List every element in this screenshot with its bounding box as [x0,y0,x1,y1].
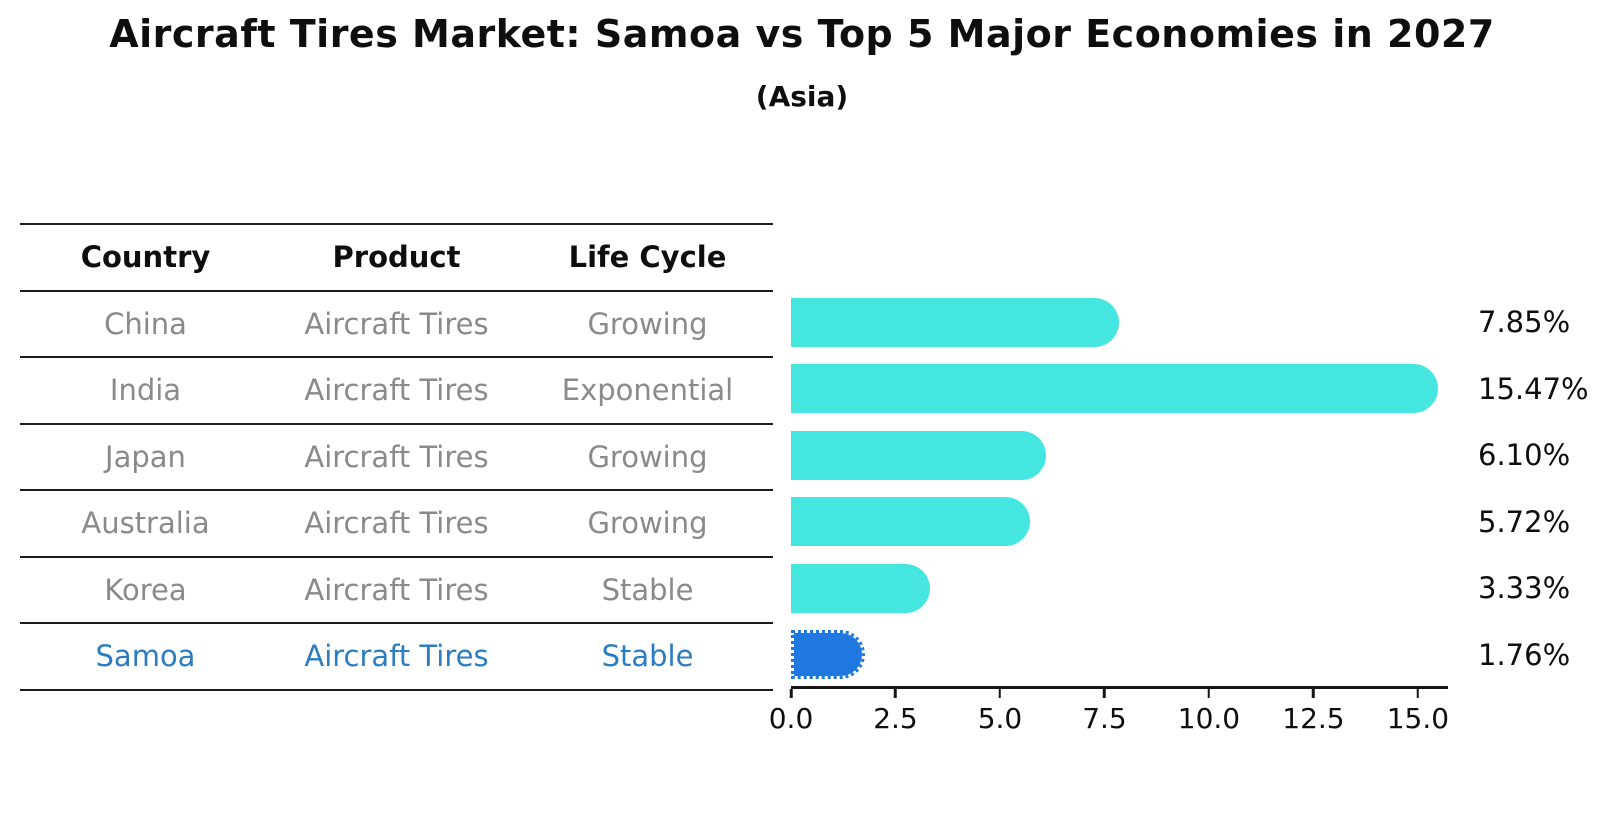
table-body: China Aircraft Tires Growing India Aircr… [20,292,773,691]
country-table: Country Product Life Cycle China Aircraf… [20,223,773,691]
value-label-australia: 5.72% [1478,504,1571,539]
chart-title: Aircraft Tires Market: Samoa vs Top 5 Ma… [109,12,1495,56]
bar-row [791,489,1448,556]
cell-country: India [109,373,182,408]
bar-samoa [791,630,865,680]
table-row: Australia Aircraft Tires Growing [20,491,773,558]
bar-row [791,289,1448,356]
table-header-country: Country [80,240,211,275]
cell-life-cycle: Growing [587,439,708,474]
cell-life-cycle: Growing [587,506,708,541]
bar-row [791,622,1448,689]
bar-plot: 0.0 2.5 5.0 7.5 10.0 12.5 15.0 [769,289,1449,735]
bar-korea [791,563,931,613]
cell-product: Aircraft Tires [304,306,489,341]
bar-australia [791,497,1031,547]
table-row: Samoa Aircraft Tires Stable [20,624,773,691]
x-axis-tick [998,688,1002,698]
chart-subtitle: (Asia) [755,80,849,113]
x-axis-tick-label: 12.5 [1282,701,1345,735]
table-row: Korea Aircraft Tires Stable [20,558,773,624]
value-label-india: 15.47% [1478,371,1589,406]
x-axis-tick [894,688,897,698]
table-header-life-cycle: Life Cycle [568,240,727,275]
table-header-row: Country Product Life Cycle [20,225,773,292]
bar-row [791,356,1448,423]
bar-india [791,364,1438,414]
cell-country: Japan [105,439,186,474]
value-labels: 7.85% 15.47% 6.10% 5.72% 3.33% 1.76% [1478,289,1604,689]
value-label-samoa: 1.76% [1478,637,1571,672]
table-row: Japan Aircraft Tires Growing [20,425,773,491]
cell-life-cycle: Growing [587,306,708,341]
cell-life-cycle: Stable [601,572,694,607]
x-axis-tick [789,688,793,698]
cell-country: China [104,306,187,341]
x-axis-tick-label: 0.0 [768,701,814,735]
value-label-japan: 6.10% [1478,438,1571,473]
x-axis-tick [1103,688,1106,698]
value-label-korea: 3.33% [1478,571,1571,606]
x-axis-tick-label: 10.0 [1177,701,1241,735]
cell-product: Aircraft Tires [304,439,489,474]
bar-china [791,297,1120,347]
cell-country: Korea [104,572,187,607]
cell-life-cycle: Exponential [561,373,734,408]
bar-japan [791,430,1046,480]
table-row: India Aircraft Tires Exponential [20,358,773,425]
table-row: China Aircraft Tires Growing [20,292,773,358]
x-axis-tick [1207,688,1211,698]
cell-life-cycle: Stable [601,639,694,674]
x-axis-tick-label: 15.0 [1386,701,1450,735]
table-header-product: Product [332,240,461,275]
x-axis-tick-label: 7.5 [1082,701,1127,735]
x-axis-tick-label: 5.0 [977,701,1023,735]
x-axis-tick [1416,688,1420,698]
bar-row [791,555,1448,622]
cell-country: Australia [81,506,210,541]
cell-product: Aircraft Tires [304,373,489,408]
bar-row [791,422,1448,489]
x-axis-tick-label: 2.5 [873,701,918,735]
cell-product: Aircraft Tires [304,506,489,541]
x-axis-tick [1312,688,1315,698]
value-label-china: 7.85% [1478,305,1571,340]
cell-product: Aircraft Tires [304,639,489,674]
cell-product: Aircraft Tires [304,572,489,607]
cell-country: Samoa [95,639,196,674]
